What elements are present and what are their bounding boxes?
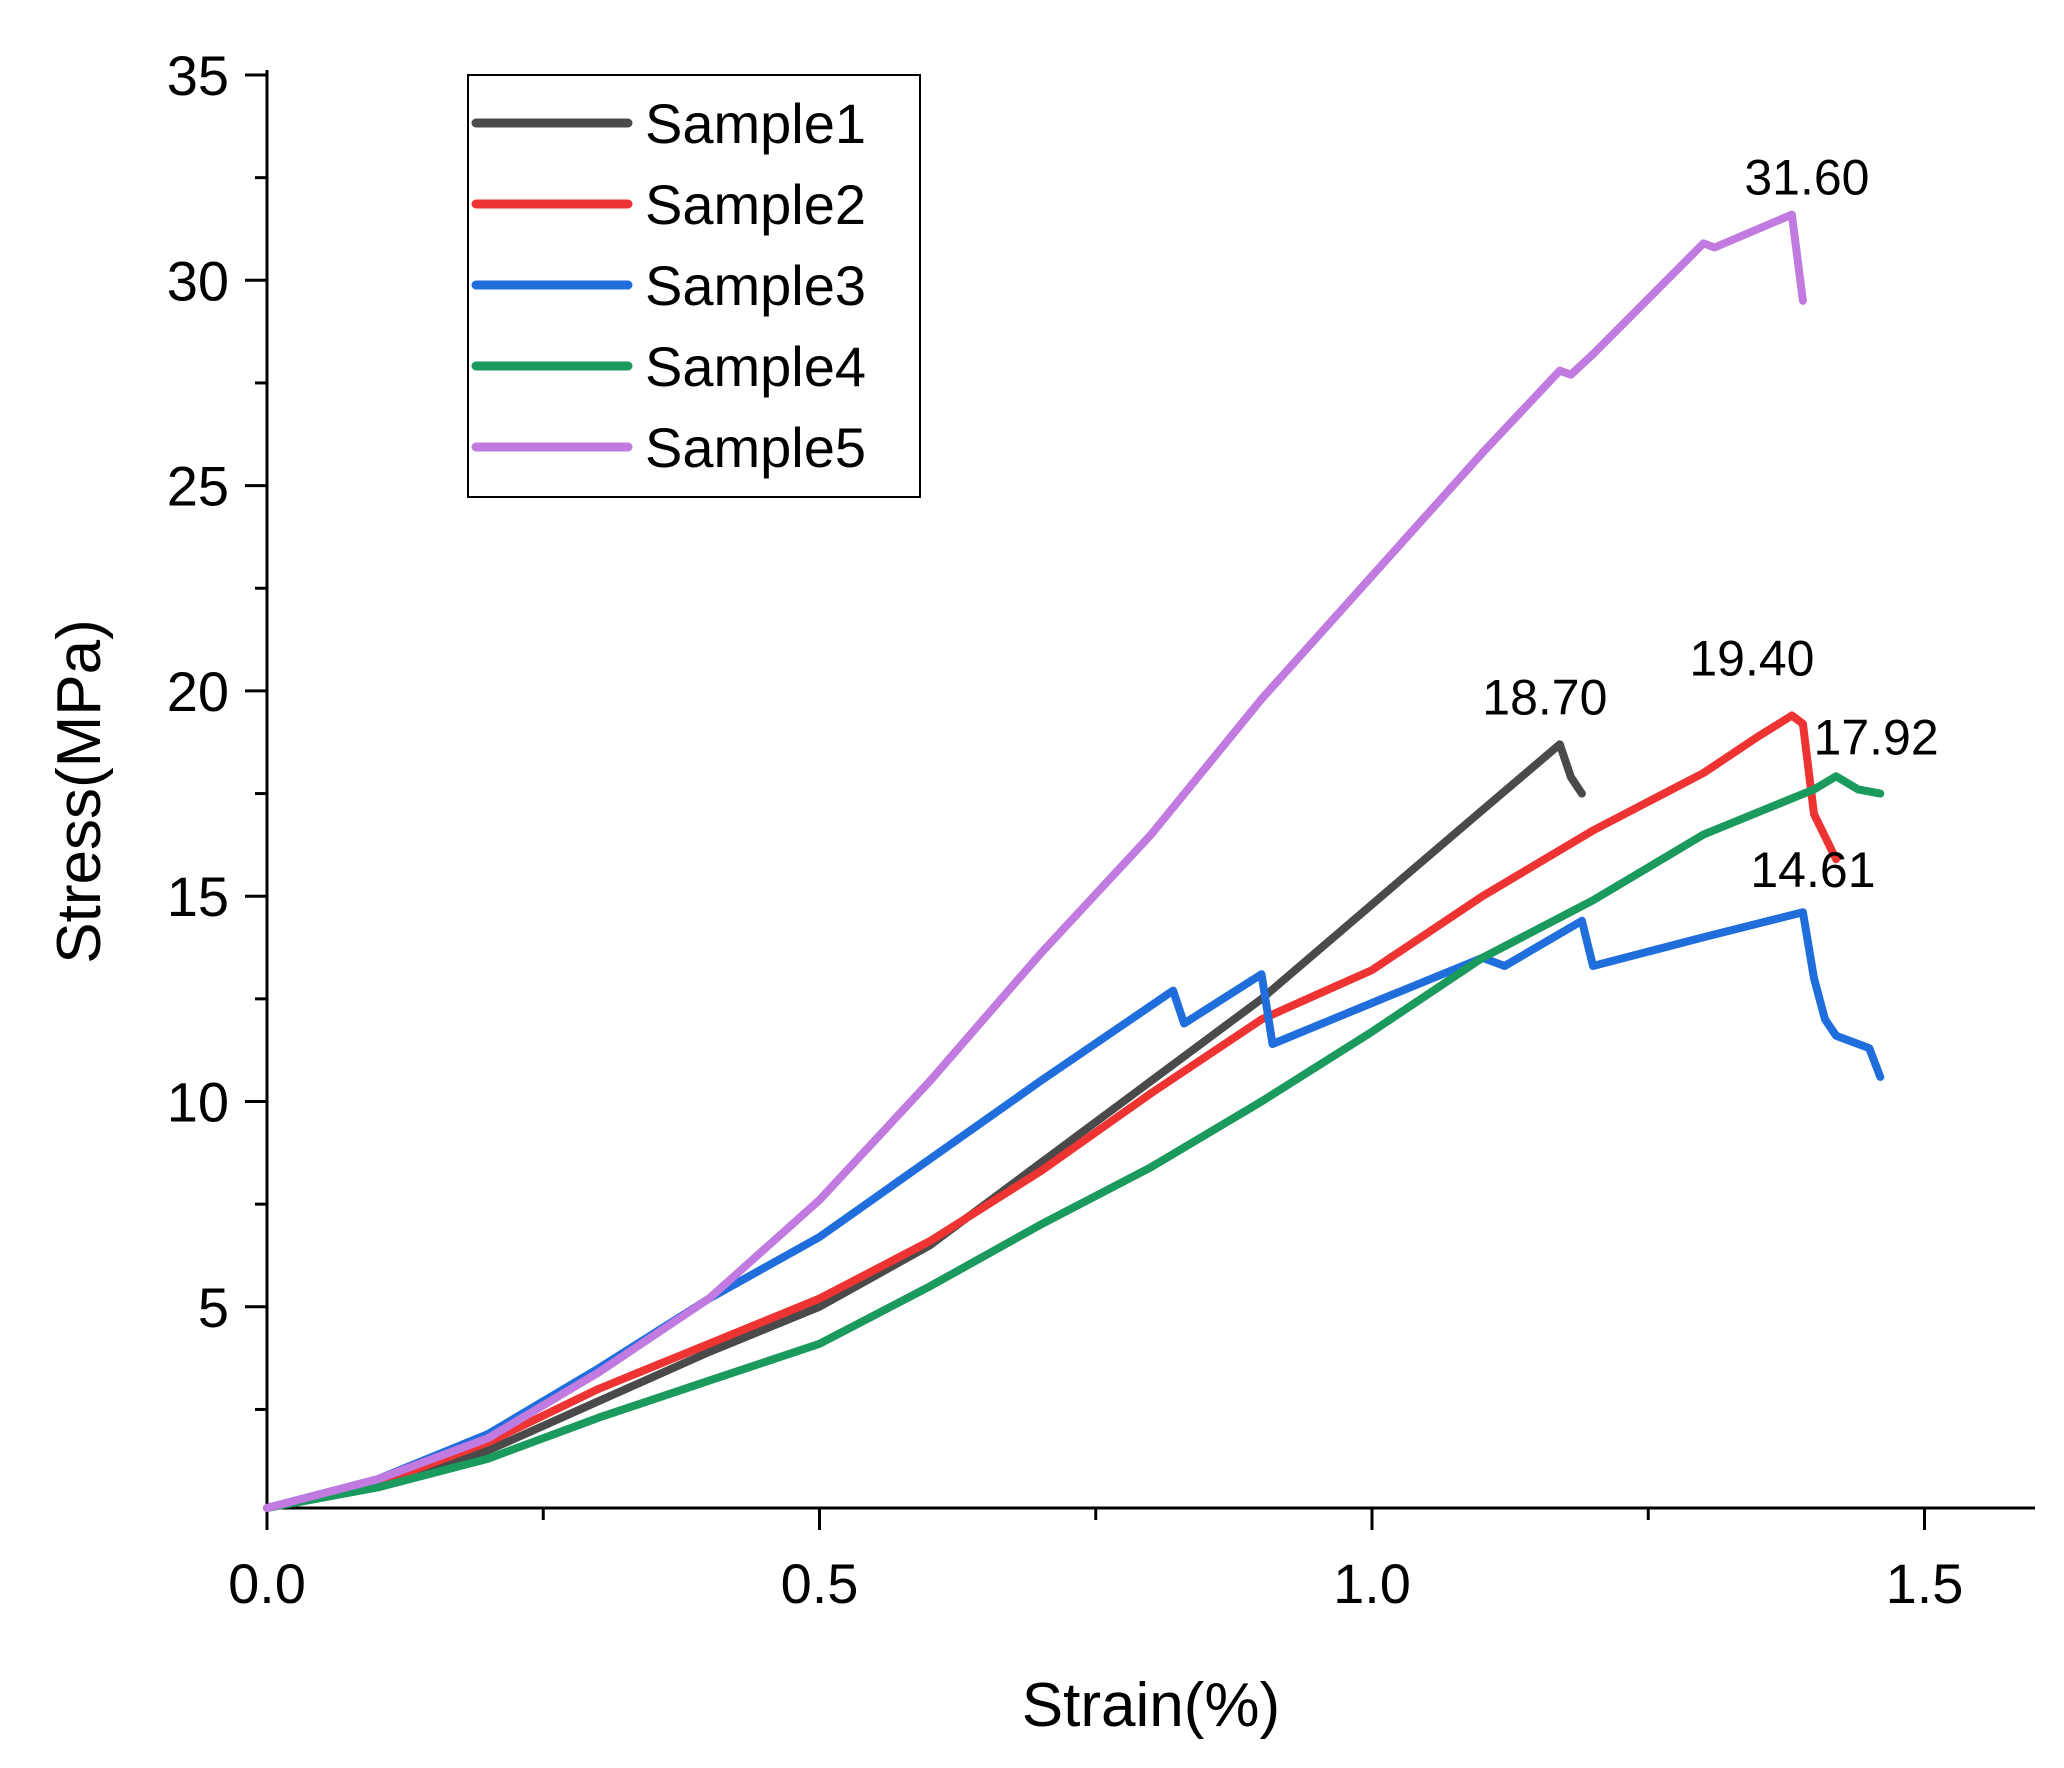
series-line-sample4 xyxy=(263,772,1885,1512)
y-axis-title: Stress(MPa) xyxy=(45,619,114,963)
x-tick-label: 1.0 xyxy=(1333,1552,1411,1615)
legend-label: Sample4 xyxy=(645,335,866,398)
x-tick-label: 0.0 xyxy=(228,1552,306,1615)
y-tick-label: 5 xyxy=(198,1276,229,1339)
legend-label: Sample2 xyxy=(645,173,866,236)
y-tick-label: 25 xyxy=(167,455,229,518)
series-line-sample2 xyxy=(263,711,1841,1512)
legend-label: Sample5 xyxy=(645,416,866,479)
peak-annotation: 17.92 xyxy=(1814,709,1939,765)
y-tick-label: 20 xyxy=(167,660,229,723)
series-line-sample1 xyxy=(263,740,1586,1512)
x-tick-label: 1.5 xyxy=(1886,1552,1964,1615)
x-axis-title: Strain(%) xyxy=(1022,1671,1280,1740)
y-tick-label: 30 xyxy=(167,249,229,312)
legend-label: Sample3 xyxy=(645,254,866,317)
peak-annotation: 31.60 xyxy=(1744,150,1869,206)
peak-annotation: 18.70 xyxy=(1482,669,1607,725)
series-line-sample5 xyxy=(263,210,1807,1512)
axes: 0.0 0.5 1.0 1.5 5 10 15 20 25 30 35 xyxy=(167,44,2035,1615)
legend-label: Sample1 xyxy=(645,92,866,155)
peak-annotation: 19.40 xyxy=(1689,631,1814,687)
y-tick-label: 35 xyxy=(167,44,229,107)
series-layer xyxy=(263,210,1885,1512)
legend: Sample1 Sample2 Sample3 Sample4 Sample5 xyxy=(467,74,921,498)
x-tick-label: 0.5 xyxy=(781,1552,859,1615)
y-tick-label: 15 xyxy=(167,865,229,928)
peak-annotation: 14.61 xyxy=(1750,842,1875,898)
y-tick-label: 10 xyxy=(167,1071,229,1134)
